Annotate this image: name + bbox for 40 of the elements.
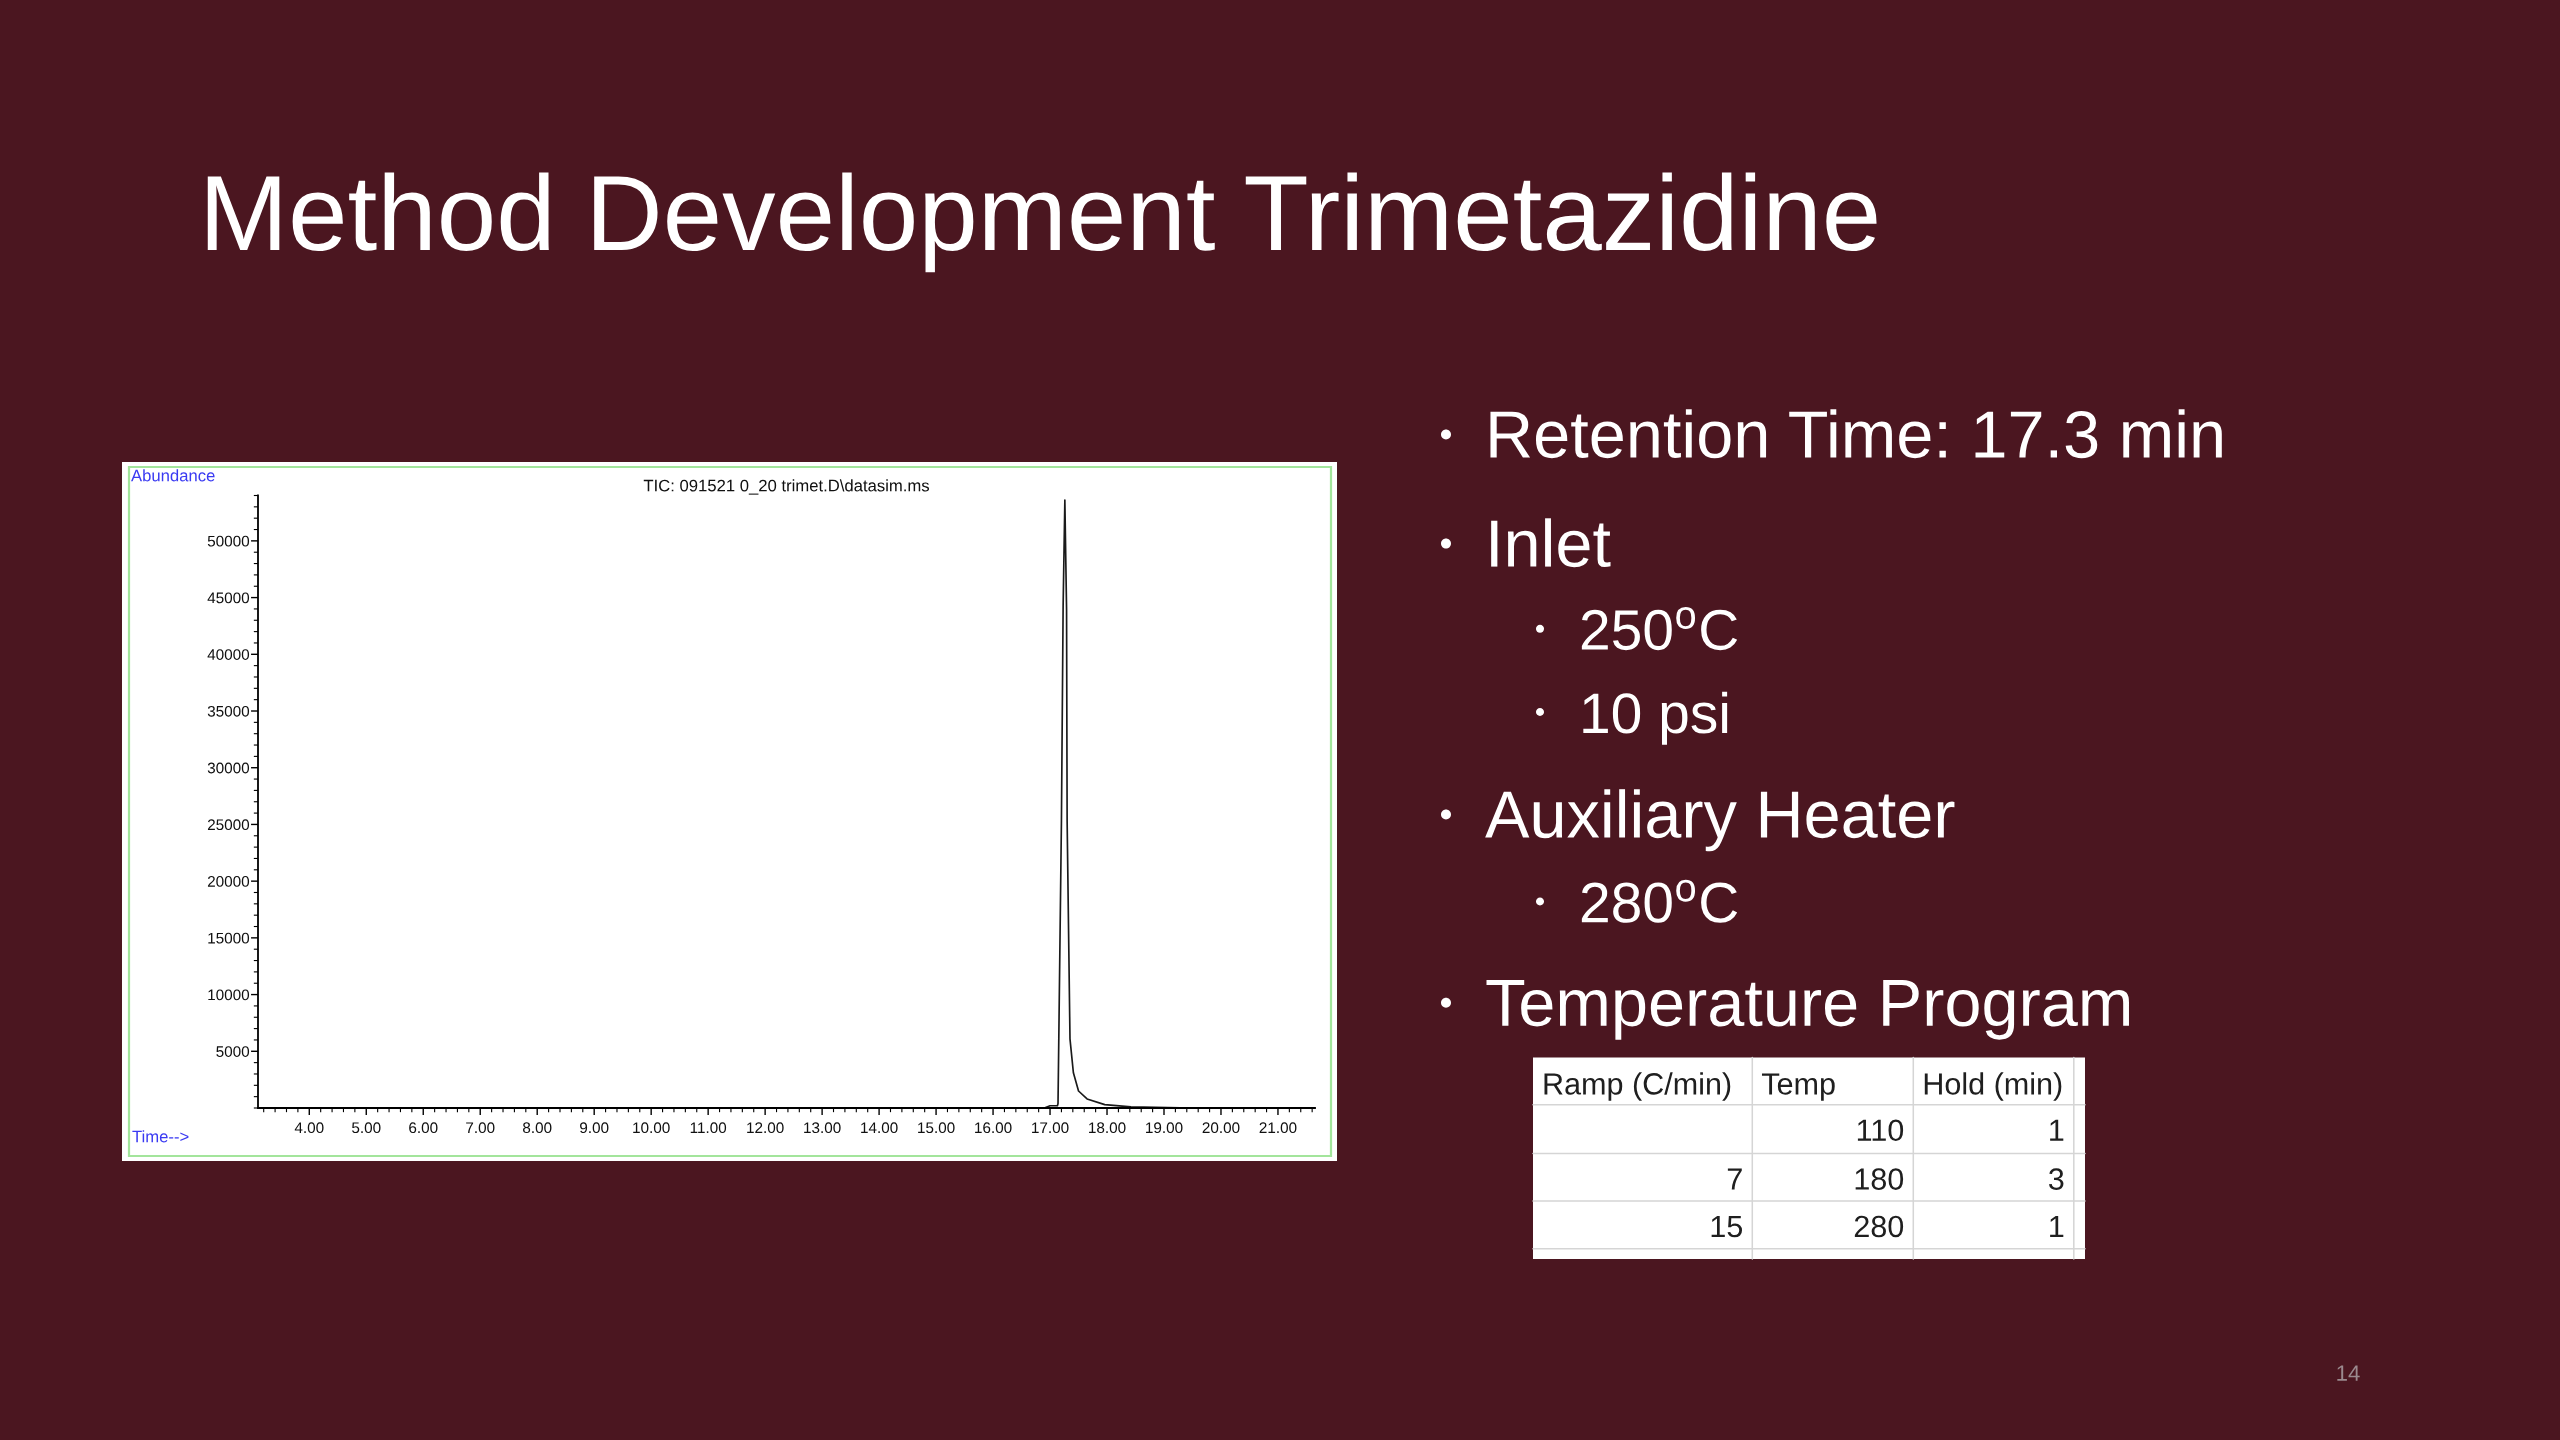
x-tick-label: 9.00 [580,1122,609,1134]
text: 250$^{o}$C [1581,607,1738,651]
x-tick-label: 16.00 [975,1122,1012,1134]
y-axis-title: Abundance [131,469,215,482]
x-tick-label: 10.00 [633,1122,670,1134]
y-tick-label: 30000 [207,762,250,774]
chart-title: Method Development Trimetazidine [207,172,1877,273]
y-tick-label: 5000 [216,1046,250,1057]
text: Inlet [1491,518,1611,568]
y-tick-label: 15000 [208,932,250,944]
text: Temperature Program [1486,979,2129,1040]
y-tick-label: 45000 [207,592,250,604]
chart-subtitle: TIC: 091521 0_20 trimet.D\datasim.ms [643,479,930,495]
y-tick-label: 25000 [207,819,250,831]
y-tick-label: 35000 [207,705,250,717]
text: 280$^{o}$C [1581,879,1738,923]
x-tick-label: 8.00 [523,1122,552,1134]
x-tick-label: 17.00 [1032,1122,1069,1134]
y-tick-label: 10000 [208,989,250,1001]
x-tick-label: 21.00 [1259,1122,1297,1134]
text: Retention Time: 17.3 min [1490,409,2222,459]
x-tick-label: 5.00 [352,1122,381,1134]
text: Auxiliary Heater [1485,789,1955,852]
x-tick-label: 15.00 [918,1122,955,1134]
x-tick-label: 20.00 [1202,1122,1240,1134]
text: 10 psi [1583,691,1728,745]
x-tick-label: 7.00 [466,1122,495,1134]
x-tick-label: 11.00 [690,1122,727,1134]
x-tick-label: 14.00 [861,1122,898,1134]
x-tick-label: 4.00 [294,1122,324,1134]
x-tick-label: 13.00 [804,1122,841,1134]
x-tick-label: 18.00 [1089,1122,1126,1134]
y-tick-label: 50000 [207,535,250,547]
text: 14 [2337,1365,2360,1381]
x-axis-title: Time--> [132,1130,189,1143]
x-tick-label: 12.00 [747,1122,784,1134]
x-tick-label: 6.00 [409,1122,438,1134]
x-tick-label: 19.00 [1146,1122,1183,1134]
y-tick-label: 40000 [207,649,250,660]
y-tick-label: 20000 [207,876,250,887]
